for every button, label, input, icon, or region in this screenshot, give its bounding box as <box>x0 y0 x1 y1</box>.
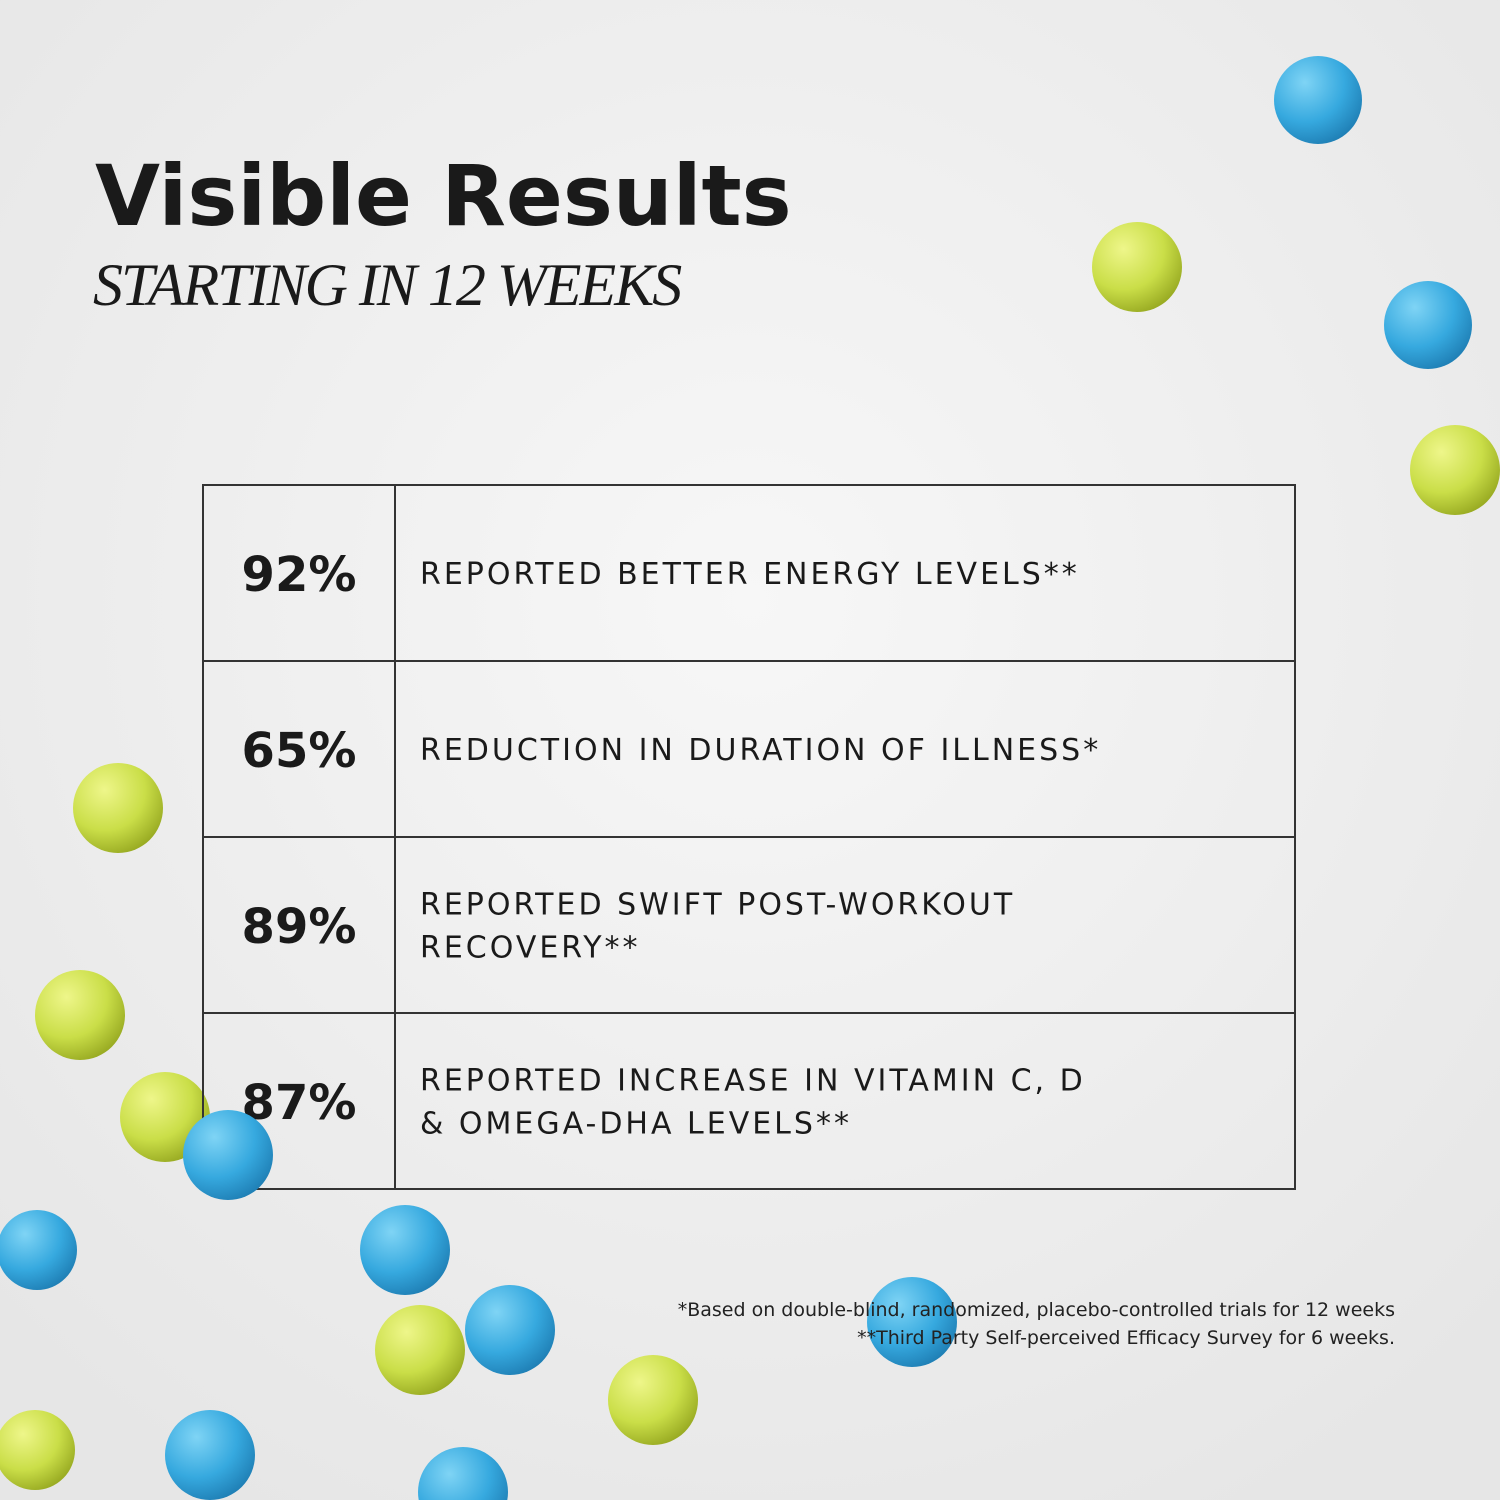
footnotes: *Based on double-blind, randomized, plac… <box>678 1299 1395 1349</box>
stat-label: REPORTED BETTER ENERGY LEVELS** <box>420 557 1080 592</box>
decor-balls-front <box>0 1110 957 1500</box>
stat: 89% <box>242 899 357 955</box>
stat-label: REPORTED SWIFT POST-WORKOUT <box>420 888 1015 923</box>
title: Visible Results <box>95 147 792 245</box>
subtitle: STARTING IN 12 WEEKS <box>93 252 682 318</box>
stat: 87% <box>242 1075 357 1131</box>
decor-balls-back <box>35 56 1500 1162</box>
stat-label: REDUCTION IN DURATION OF ILLNESS* <box>420 733 1101 768</box>
footnote: *Based on double-blind, randomized, plac… <box>678 1299 1395 1321</box>
stat-label: & OMEGA-DHA LEVELS** <box>420 1107 852 1142</box>
stat: 92% <box>242 547 357 603</box>
footnote: **Third Party Self-perceived Efficacy Su… <box>857 1327 1395 1349</box>
stat: 65% <box>242 723 357 779</box>
stat-label: REPORTED INCREASE IN VITAMIN C, D <box>420 1064 1086 1099</box>
stat-label: RECOVERY** <box>420 931 641 966</box>
results-table: 92% REPORTED BETTER ENERGY LEVELS** 65% RED… <box>202 484 1296 1190</box>
